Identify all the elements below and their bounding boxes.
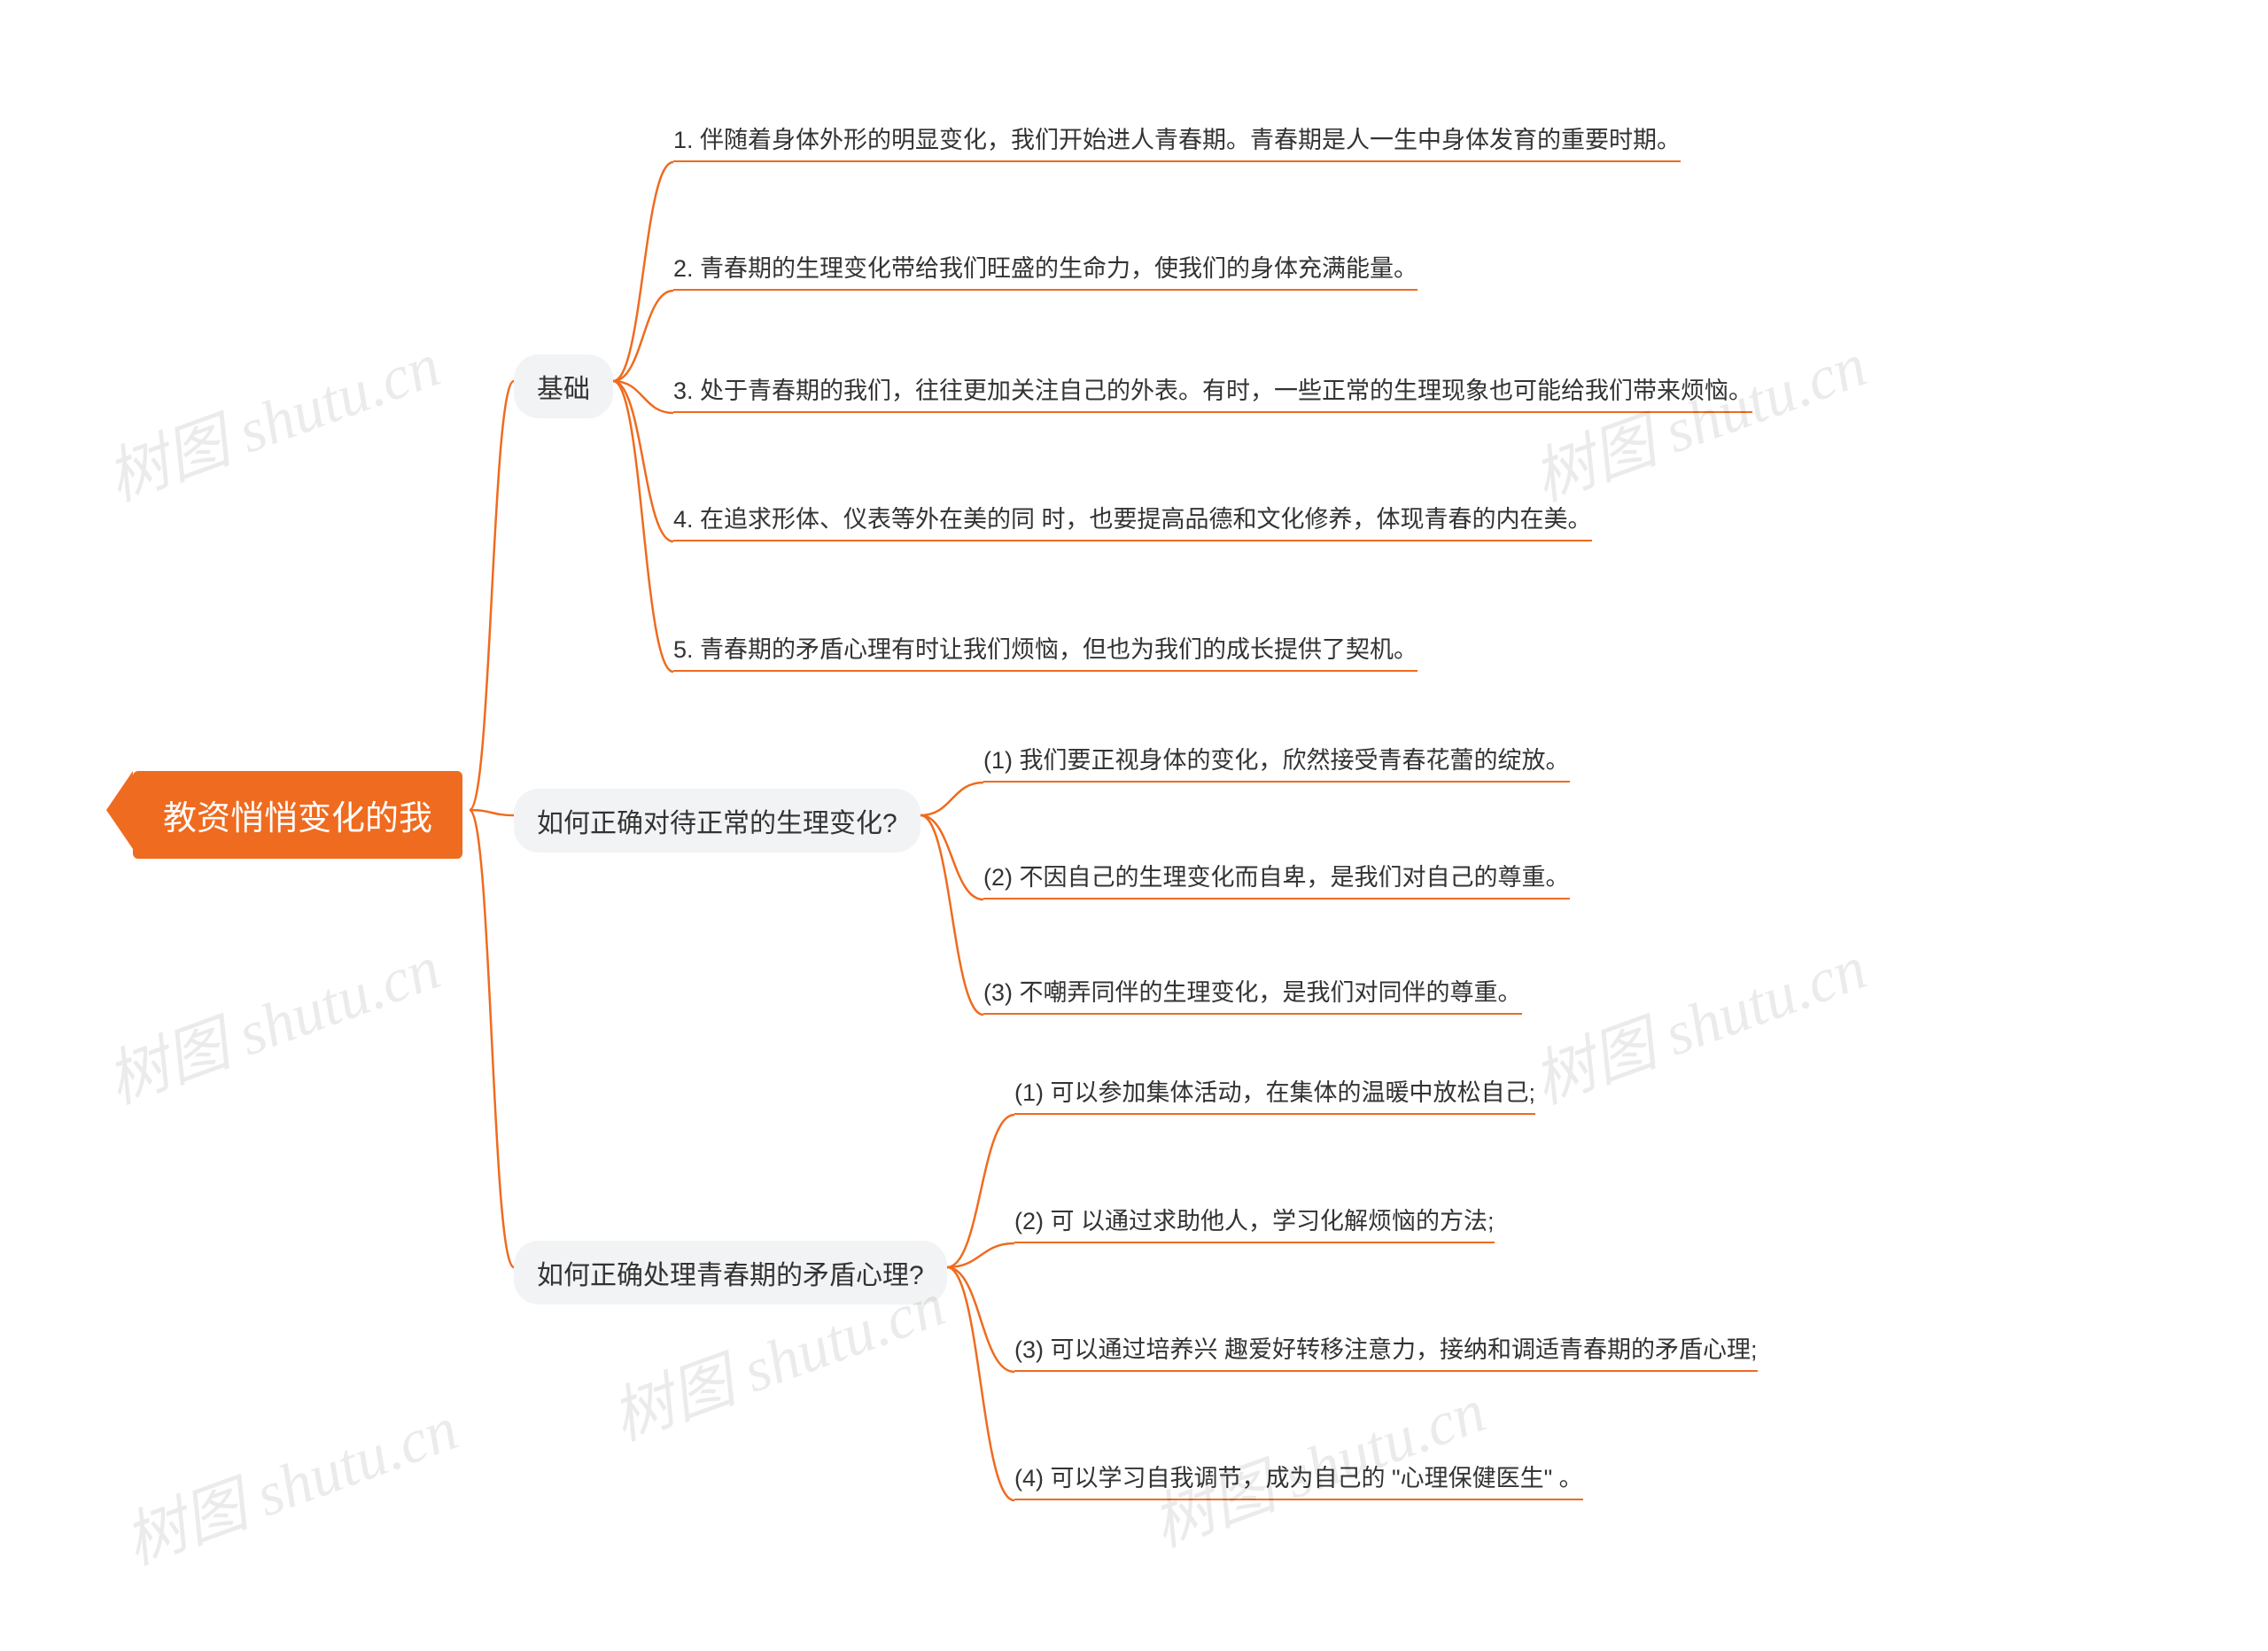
- leaf-node[interactable]: 3. 处于青春期的我们，往往更加关注自己的外表。有时，一些正常的生理现象也可能给…: [673, 366, 1752, 413]
- leaf-label: (3) 不嘲弄同伴的生理变化，是我们对同伴的尊重。: [983, 979, 1522, 1006]
- leaf-label: 1. 伴随着身体外形的明显变化，我们开始进人青春期。青春期是人一生中身体发育的重…: [673, 127, 1681, 153]
- connector-line: [947, 1115, 1014, 1267]
- leaf-label: (4) 可以学习自我调节，成为自己的 "心理保健医生" 。: [1014, 1465, 1583, 1491]
- root-node[interactable]: 教资悄悄变化的我: [133, 771, 462, 859]
- leaf-node[interactable]: (4) 可以学习自我调节，成为自己的 "心理保健医生" 。: [1014, 1453, 1583, 1500]
- leaf-node[interactable]: 4. 在追求形体、仪表等外在美的同 时，也要提高品德和文化修养，体现青春的内在美…: [673, 495, 1592, 541]
- leaf-label: 5. 青春期的矛盾心理有时让我们烦恼，但也为我们的成长提供了契机。: [673, 636, 1418, 663]
- connector-line: [947, 1267, 1014, 1372]
- connector-line: [613, 291, 673, 381]
- branch-label: 如何正确对待正常的生理变化?: [537, 809, 897, 838]
- connector-line: [920, 783, 983, 815]
- watermark-text: 树图 shutu.cn: [1519, 918, 1877, 1121]
- connector-line: [947, 1267, 1014, 1500]
- connector-line: [613, 381, 673, 672]
- branch-node[interactable]: 如何正确对待正常的生理变化?: [514, 789, 920, 853]
- branch-node[interactable]: 基础: [514, 354, 613, 418]
- watermark-text: 树图 shutu.cn: [93, 315, 451, 518]
- connector-line: [947, 1243, 1014, 1267]
- watermark-text: 树图 shutu.cn: [93, 918, 451, 1121]
- branch-label: 基础: [537, 375, 590, 404]
- leaf-node[interactable]: (1) 我们要正视身体的变化，欣然接受青春花蕾的绽放。: [983, 736, 1570, 783]
- leaf-node[interactable]: (2) 可 以通过求助他人，学习化解烦恼的方法;: [1014, 1196, 1495, 1243]
- connector-line: [613, 381, 673, 541]
- root-label: 教资悄悄变化的我: [163, 800, 432, 837]
- leaf-node[interactable]: 2. 青春期的生理变化带给我们旺盛的生命力，使我们的身体充满能量。: [673, 244, 1418, 291]
- leaf-label: (3) 可以通过培养兴 趣爱好转移注意力，接纳和调适青春期的矛盾心理;: [1014, 1336, 1758, 1363]
- leaf-node[interactable]: 1. 伴随着身体外形的明显变化，我们开始进人青春期。青春期是人一生中身体发育的重…: [673, 115, 1681, 162]
- leaf-node[interactable]: (3) 不嘲弄同伴的生理变化，是我们对同伴的尊重。: [983, 968, 1522, 1015]
- leaf-node[interactable]: (2) 不因自己的生理变化而自卑，是我们对自己的尊重。: [983, 853, 1570, 899]
- branch-node[interactable]: 如何正确处理青春期的矛盾心理?: [514, 1241, 947, 1304]
- leaf-label: (2) 不因自己的生理变化而自卑，是我们对自己的尊重。: [983, 864, 1570, 891]
- watermark-text: 树图 shutu.cn: [111, 1379, 469, 1582]
- leaf-label: (2) 可 以通过求助他人，学习化解烦恼的方法;: [1014, 1208, 1495, 1234]
- connector-line: [920, 815, 983, 899]
- connector-line: [470, 810, 514, 1267]
- watermark-text: 树图 shutu.cn: [1519, 315, 1877, 518]
- connector-line: [920, 815, 983, 1015]
- leaf-label: 3. 处于青春期的我们，往往更加关注自己的外表。有时，一些正常的生理现象也可能给…: [673, 378, 1752, 404]
- leaf-label: (1) 我们要正视身体的变化，欣然接受青春花蕾的绽放。: [983, 747, 1570, 774]
- leaf-label: 4. 在追求形体、仪表等外在美的同 时，也要提高品德和文化修养，体现青春的内在美…: [673, 506, 1592, 533]
- connector-line: [613, 162, 673, 381]
- connector-line: [470, 381, 514, 810]
- leaf-node[interactable]: 5. 青春期的矛盾心理有时让我们烦恼，但也为我们的成长提供了契机。: [673, 625, 1418, 672]
- leaf-node[interactable]: (1) 可以参加集体活动，在集体的温暖中放松自己;: [1014, 1068, 1535, 1115]
- leaf-node[interactable]: (3) 可以通过培养兴 趣爱好转移注意力，接纳和调适青春期的矛盾心理;: [1014, 1325, 1758, 1372]
- leaf-label: 2. 青春期的生理变化带给我们旺盛的生命力，使我们的身体充满能量。: [673, 255, 1418, 282]
- connector-line: [470, 810, 514, 815]
- branch-label: 如何正确处理青春期的矛盾心理?: [537, 1261, 924, 1290]
- connector-line: [613, 381, 673, 413]
- leaf-label: (1) 可以参加集体活动，在集体的温暖中放松自己;: [1014, 1079, 1535, 1106]
